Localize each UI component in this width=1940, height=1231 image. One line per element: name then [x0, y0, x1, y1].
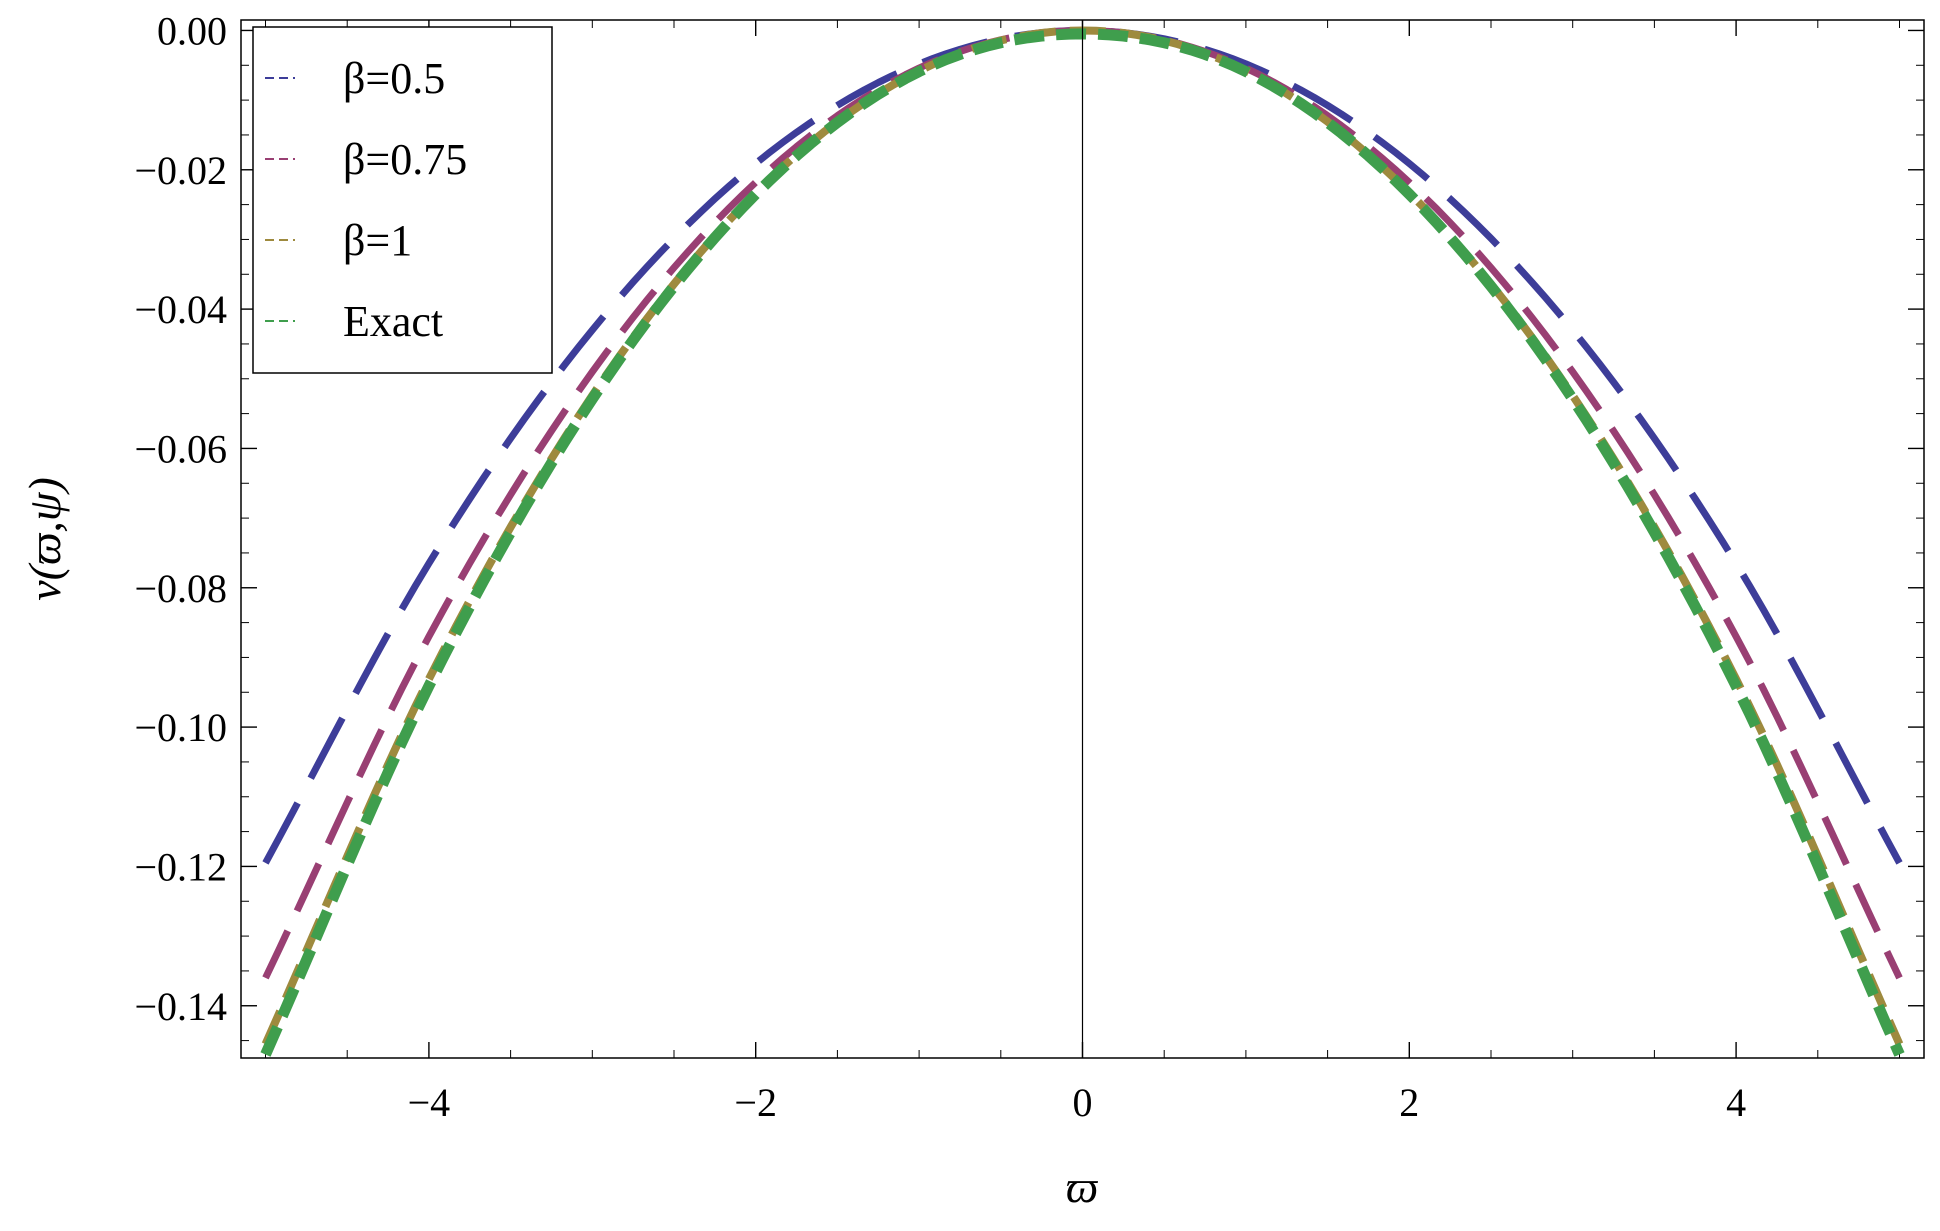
y-tick-label: −0.08: [134, 566, 227, 611]
axis-ticks: [241, 20, 1924, 1058]
y-tick-label: −0.06: [134, 426, 227, 471]
y-tick-label: −0.02: [134, 148, 227, 193]
y-tick-label: −0.10: [134, 705, 227, 750]
legend: β=0.5 β=0.75 β=1 Exact: [252, 26, 553, 374]
legend-label: Exact: [343, 297, 443, 346]
y-tick-label: −0.14: [134, 984, 227, 1029]
legend-label: β=1: [343, 216, 412, 265]
x-tick-label: 0: [1073, 1080, 1093, 1125]
x-tick-label: 4: [1726, 1080, 1746, 1125]
legend-box: [252, 26, 553, 374]
tick-labels: −4 −2 0 2 4 0.00 −0.02 −0.04 −0.06 −0.08 −0.10 −0.1…: [134, 8, 1746, 1125]
x-tick-label: −2: [734, 1080, 777, 1125]
y-tick-label: 0.00: [157, 8, 227, 53]
x-tick-label: 2: [1399, 1080, 1419, 1125]
y-axis-title: ν(ϖ,ψ): [19, 477, 70, 601]
y-tick-label: −0.12: [134, 844, 227, 889]
y-tick-label: −0.04: [134, 287, 227, 332]
legend-label: β=0.5: [343, 54, 445, 103]
legend-label: β=0.75: [343, 135, 467, 184]
x-axis-title: ϖ: [1066, 1161, 1099, 1212]
x-tick-label: −4: [408, 1080, 451, 1125]
